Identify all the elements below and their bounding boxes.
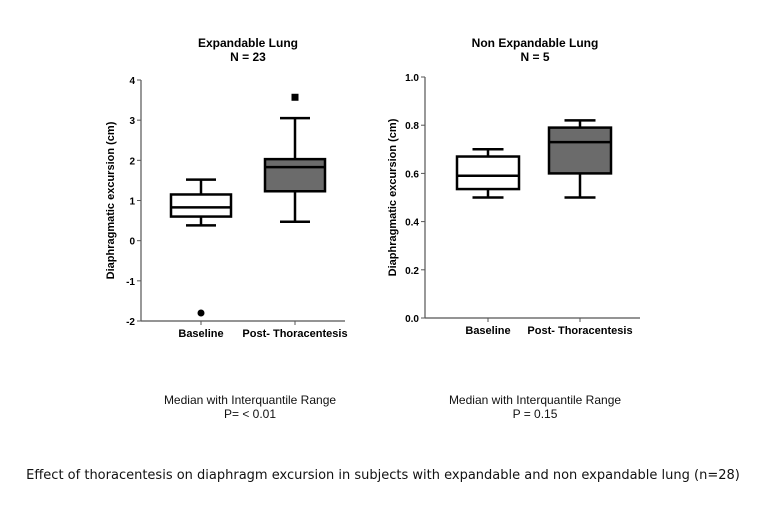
- chart1-outlier: [291, 93, 299, 101]
- chart1-box: [169, 193, 233, 218]
- right-note: Median with Interquantile Range P = 0.15: [415, 393, 655, 421]
- chart1-title: Expandable Lung: [198, 36, 298, 50]
- chart1-outlier: [197, 309, 205, 317]
- chart2-y-tick-label: 0.6: [405, 169, 419, 180]
- right-note-text: Median with Interquantile Range: [448, 393, 622, 407]
- chart2-y-tick-label: 0.2: [405, 266, 419, 277]
- chart1-y-tick-label: -1: [126, 277, 135, 288]
- chart2-subtitle: N = 5: [520, 50, 549, 64]
- chart2-y-tick-label: 1.0: [405, 73, 419, 84]
- chart1-y-axis-label: Diaphragmatic excursion (cm): [105, 121, 117, 279]
- chart2-box: [547, 126, 613, 175]
- chart2-x-tick-label: Post- Thoracentesis: [527, 325, 632, 337]
- left-note: Median with Interquantile Range P= < 0.0…: [130, 393, 370, 421]
- left-pvalue: P= < 0.01: [223, 407, 277, 421]
- chart2-y-tick-label: 0.0: [405, 314, 419, 325]
- chart2-y-tick-label: 0.4: [405, 218, 419, 229]
- chart2-x-tick-label: Baseline: [465, 325, 510, 337]
- chart1-y-tick-label: 3: [129, 116, 135, 127]
- chart1-box: [263, 157, 327, 193]
- figure-caption: Effect of thoracentesis on diaphragm exc…: [26, 468, 740, 483]
- chart2-y-axis-label: Diaphragmatic excursion (cm): [387, 118, 399, 276]
- chart1-y-tick-label: 0: [129, 237, 135, 248]
- chart1-subtitle: N = 23: [230, 50, 266, 64]
- chart1-y-tick-label: 1: [129, 197, 135, 208]
- chart2-title: Non Expandable Lung: [472, 36, 599, 50]
- chart2-y-tick-label: 0.8: [405, 121, 419, 132]
- chart2-box: [455, 155, 521, 191]
- chart1-x-tick-label: Baseline: [178, 328, 223, 340]
- right-pvalue: P = 0.15: [512, 407, 558, 421]
- chart1-y-tick-label: 4: [129, 76, 135, 87]
- chart1-x-tick-label: Post- Thoracentesis: [242, 328, 347, 340]
- chart1-y-tick-label: 2: [129, 156, 135, 167]
- left-note-text: Median with Interquantile Range: [163, 393, 337, 407]
- chart1-y-tick-label: -2: [126, 317, 135, 328]
